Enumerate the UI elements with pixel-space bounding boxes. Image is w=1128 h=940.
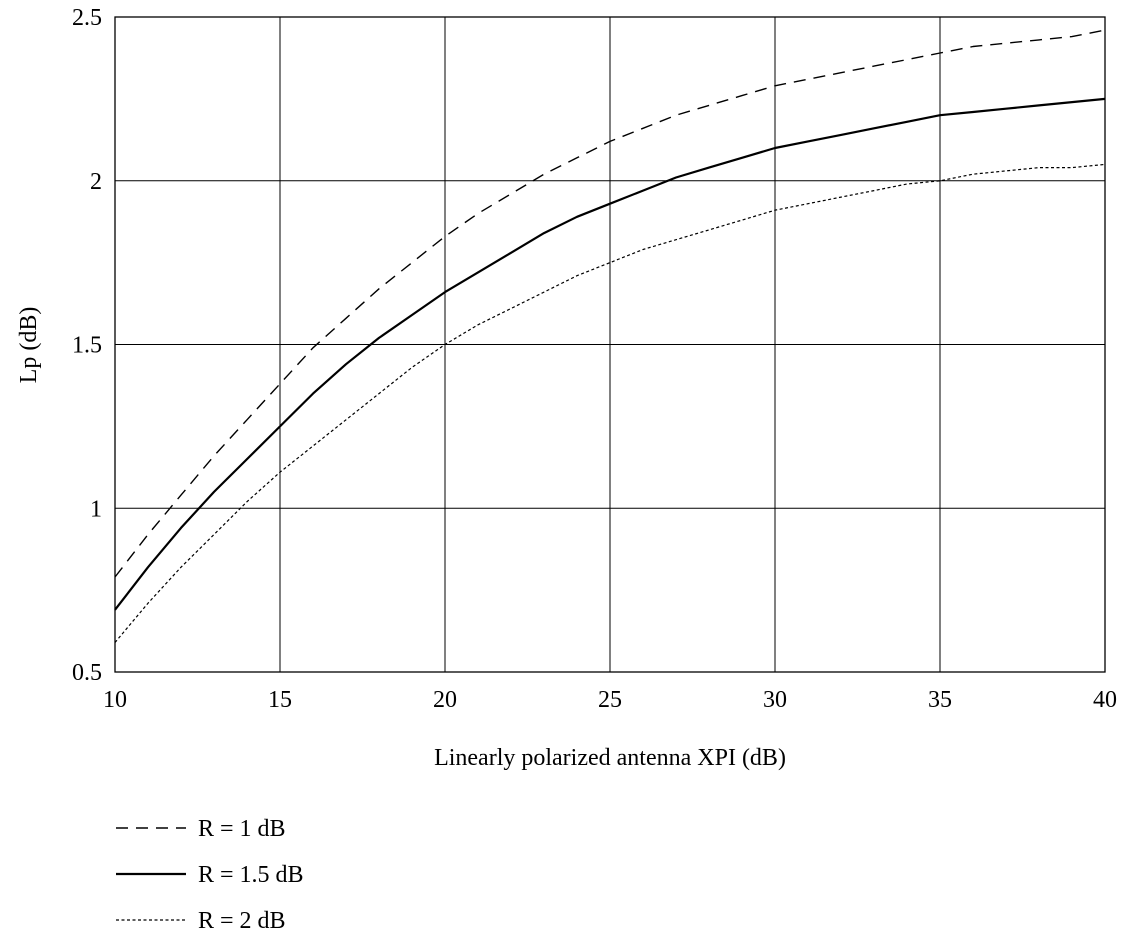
y-tick-label: 1 [90,496,102,522]
y-tick-label: 2.5 [72,5,102,31]
x-tick-label: 25 [598,687,622,713]
x-tick-label: 40 [1093,687,1117,713]
x-tick-label: 10 [103,687,127,713]
x-axis-title: Linearly polarized antenna XPI (dB) [434,745,786,771]
y-tick-label: 1.5 [72,333,102,359]
y-tick-label: 2 [90,169,102,195]
y-axis-title: Lp (dB) [16,307,42,384]
plot-frame [114,16,1106,673]
series-line [114,163,1106,643]
series-group [114,29,1106,643]
x-tick-label: 20 [433,687,457,713]
legend: R = 1 dB R = 1.5 dB R = 2 dB [116,816,304,934]
x-tick-label: 15 [268,687,292,713]
x-tick-label: 30 [763,687,787,713]
legend-label: R = 1.5 dB [198,862,304,888]
legend-label: R = 1 dB [198,816,286,842]
series-line [114,29,1106,578]
legend-label: R = 2 dB [198,908,286,934]
series-line [114,97,1106,611]
x-tick-label: 35 [928,687,952,713]
y-tick-label: 0.5 [72,660,102,686]
grid [114,16,1106,673]
tick-labels: 10 15 20 25 30 35 40 0.5 1 1.5 2 2.5 [72,5,1117,713]
